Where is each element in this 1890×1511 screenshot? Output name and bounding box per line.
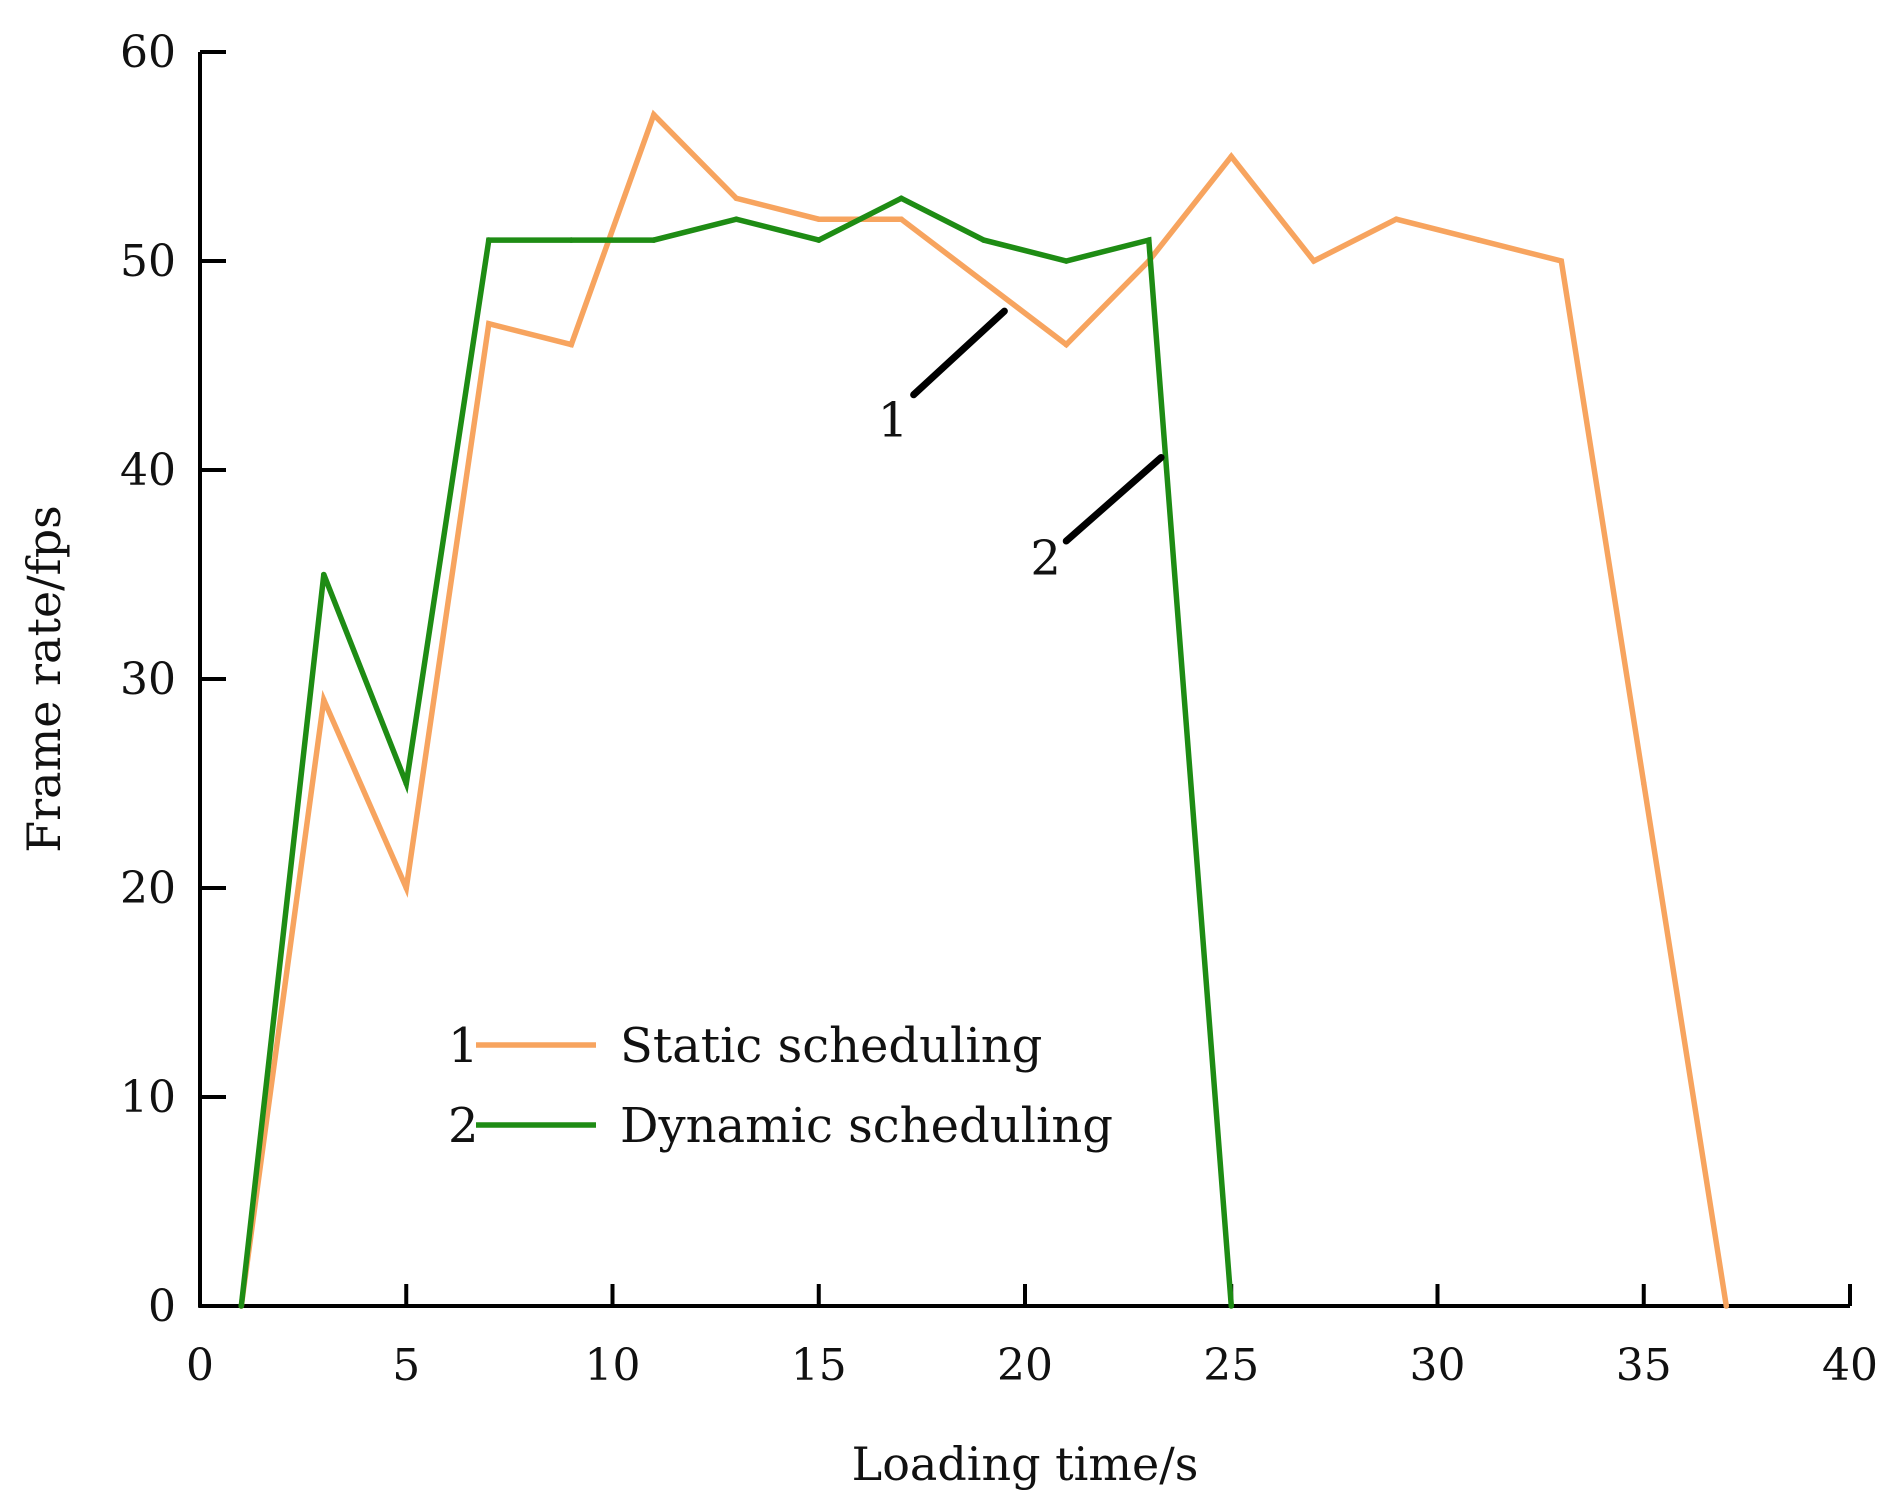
annotation-leader-2 — [1062, 453, 1165, 545]
data-point — [1228, 153, 1235, 160]
data-point — [650, 111, 657, 118]
data-point — [1723, 1303, 1730, 1309]
y-tick-label: 20 — [120, 863, 176, 914]
y-tick-label: 10 — [120, 1072, 176, 1123]
y-tick-label: 0 — [148, 1281, 176, 1332]
data-point — [1475, 237, 1482, 243]
legend-marker-2: 2 — [448, 1098, 479, 1154]
data-point — [1063, 341, 1070, 348]
data-point — [980, 237, 987, 243]
data-point — [568, 341, 575, 348]
legend-label-1: Static scheduling — [620, 1018, 1042, 1074]
x-tick-label: 0 — [186, 1340, 214, 1391]
data-point — [1640, 780, 1647, 787]
data-point — [403, 885, 410, 891]
y-tick-label: 30 — [120, 654, 176, 705]
x-tick-label: 25 — [1203, 1340, 1259, 1391]
data-point — [1063, 258, 1070, 264]
x-tick-label: 15 — [791, 1340, 847, 1391]
y-axis-title: Frame rate/fps — [17, 505, 71, 853]
x-tick-label: 10 — [585, 1340, 641, 1391]
data-point — [733, 195, 740, 202]
legend: 1 Static scheduling 2 Dynamic scheduling — [448, 1018, 1113, 1154]
series-points-2 — [238, 195, 1235, 1309]
data-point — [1228, 1303, 1235, 1309]
data-point — [1310, 258, 1317, 264]
data-point — [815, 237, 822, 243]
data-point — [898, 195, 905, 202]
data-point — [568, 237, 575, 243]
data-point — [320, 571, 327, 578]
data-point — [650, 237, 657, 243]
data-point — [1145, 237, 1152, 243]
legend-label-2: Dynamic scheduling — [620, 1098, 1113, 1154]
annotation-leader-1 — [910, 307, 1008, 399]
data-point — [320, 697, 327, 703]
data-point — [1558, 258, 1565, 264]
data-point — [238, 1303, 245, 1309]
x-axis-title: Loading time/s — [852, 1437, 1199, 1491]
annotations: 12 — [878, 307, 1165, 587]
annotation-label-2: 2 — [1030, 531, 1061, 587]
data-point — [898, 216, 905, 222]
y-tick-label: 50 — [120, 236, 176, 287]
data-point — [733, 216, 740, 222]
axes: 0 5 10 15 20 25 30 35 40 0 10 20 30 40 50 60 — [120, 27, 1878, 1391]
x-tick-label: 35 — [1616, 1340, 1672, 1391]
y-tick-label: 40 — [120, 445, 176, 496]
x-tick-label: 30 — [1410, 1340, 1466, 1391]
annotation-label-1: 1 — [878, 393, 909, 449]
data-point — [485, 237, 492, 243]
data-point — [980, 279, 987, 285]
y-tick-label: 60 — [120, 27, 176, 78]
data-point — [485, 320, 492, 327]
x-tick-label: 5 — [392, 1340, 420, 1391]
legend-marker-1: 1 — [448, 1018, 479, 1074]
data-point — [815, 216, 822, 222]
data-point — [1393, 216, 1400, 222]
series-lines — [238, 109, 1730, 1309]
x-tick-label: 40 — [1822, 1340, 1878, 1391]
x-tick-label: 20 — [997, 1340, 1053, 1391]
data-point — [403, 780, 410, 787]
